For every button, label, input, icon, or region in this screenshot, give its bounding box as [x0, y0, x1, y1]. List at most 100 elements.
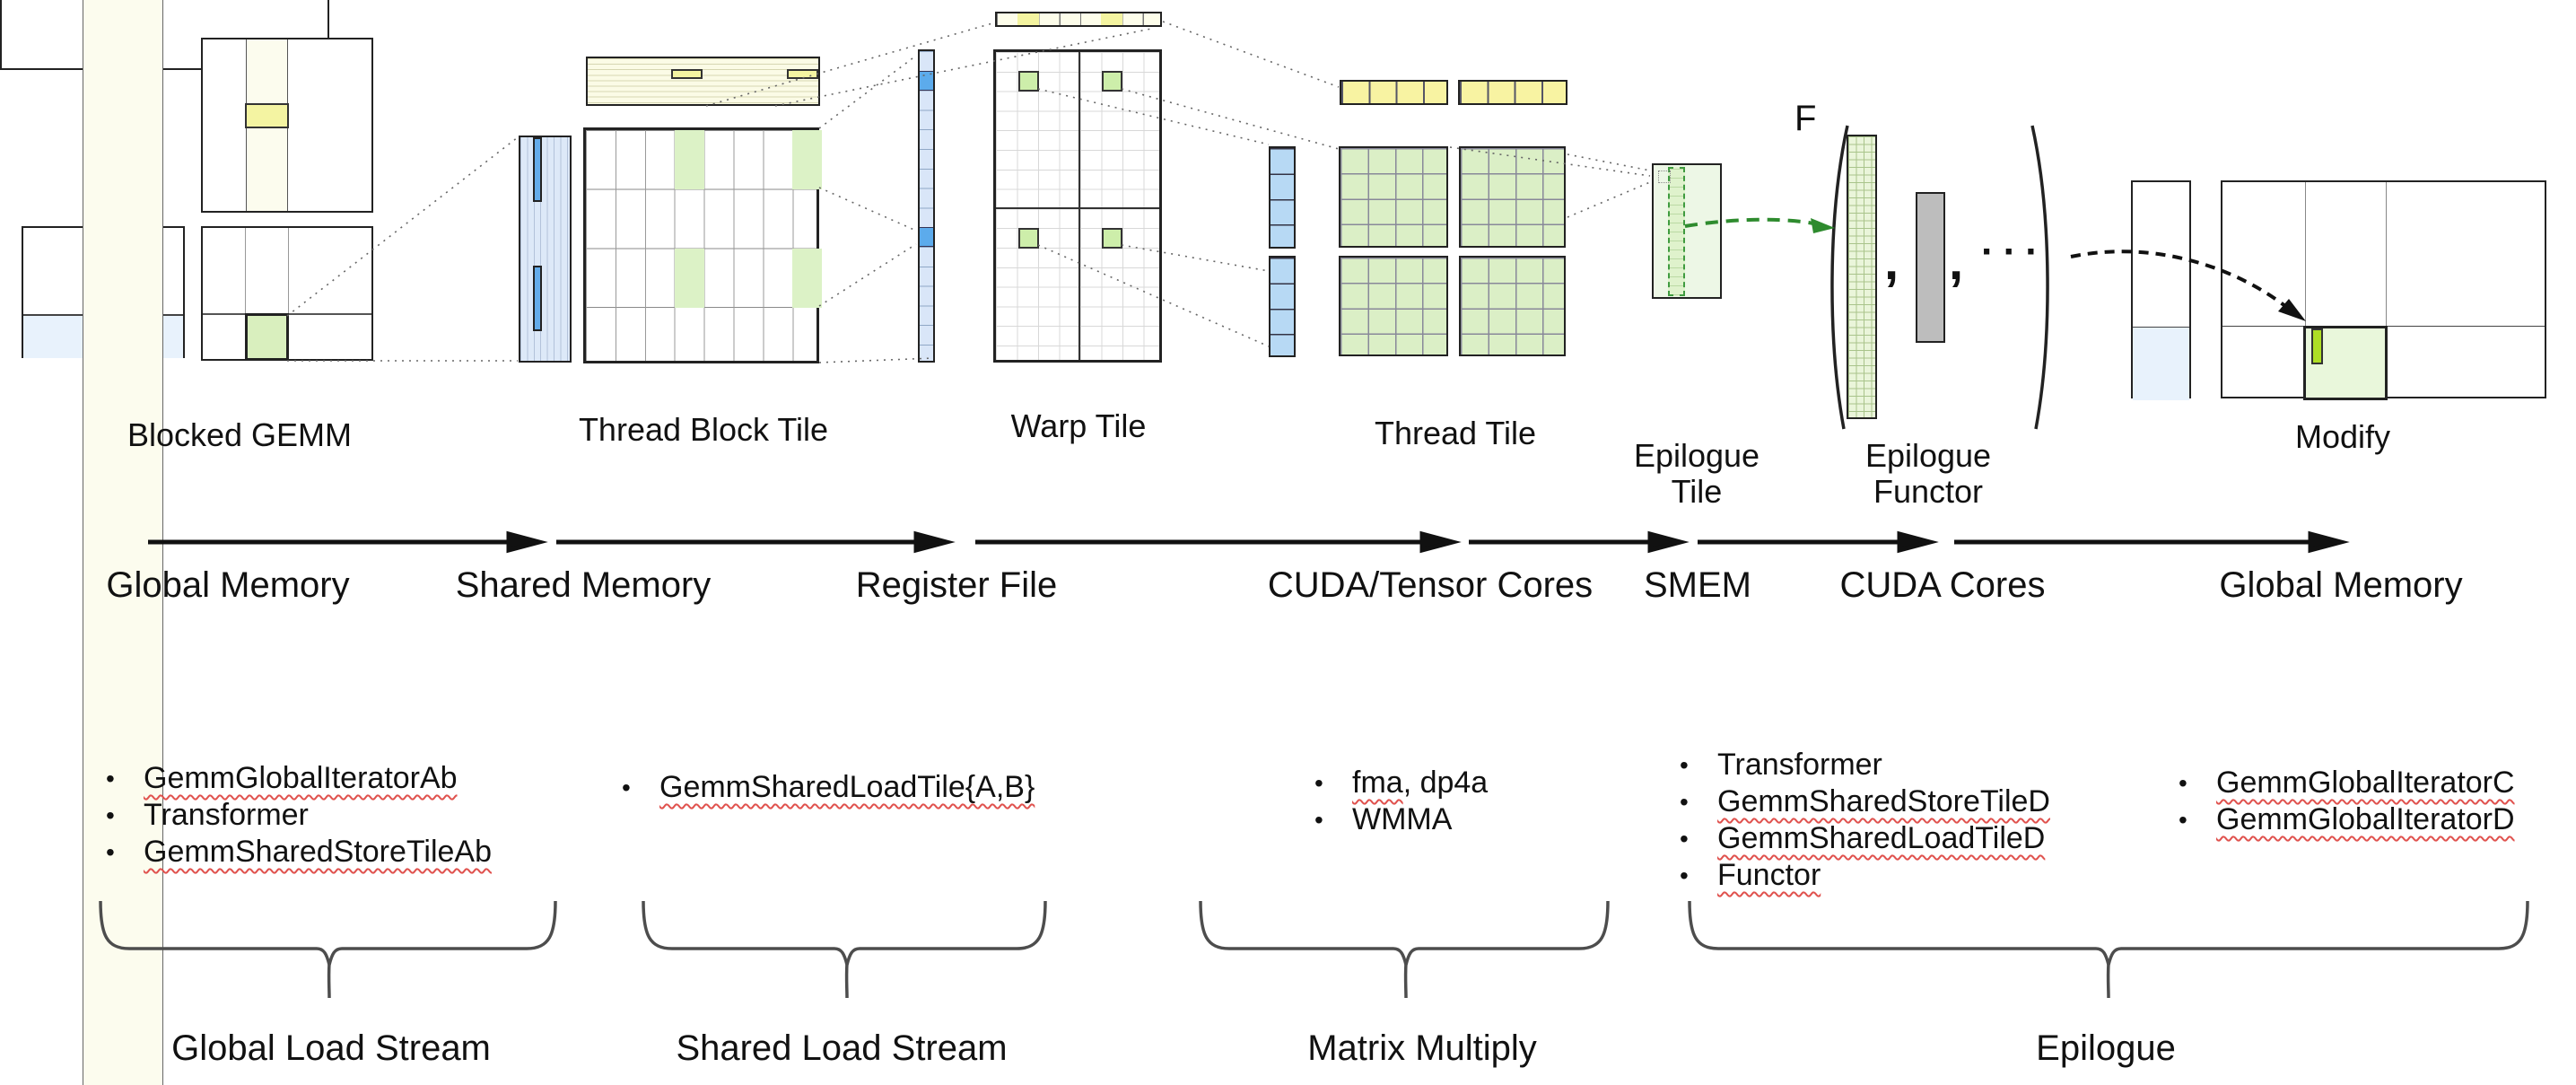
b-matrix-highlight-cell: [245, 103, 289, 128]
epilogue-output-list: • GemmGlobalIteratorC • GemmGlobalIterat…: [2179, 765, 2515, 838]
accumulator-column: [675, 249, 704, 308]
warp-tile-grid: [993, 49, 1162, 363]
bullet-icon: •: [1680, 824, 1689, 853]
bullet-icon: •: [106, 801, 115, 829]
thread-b-fragment-strip: [1340, 80, 1448, 105]
list-item: • WMMA: [1314, 801, 1488, 838]
label-line: Functor: [1873, 473, 1984, 510]
label-epilogue-tile: Epilogue Tile: [1634, 438, 1760, 510]
thread-block-tile-grid: [583, 127, 822, 363]
stage-global-memory-out: Global Memory: [2219, 565, 2463, 605]
stage-smem: SMEM: [1644, 565, 1751, 605]
shared-load-stream-list: • GemmSharedLoadTile{A,B}: [622, 769, 1035, 806]
list-item-text: Functor: [1717, 858, 1821, 892]
list-item: • fma, dp4a: [1314, 765, 1488, 801]
epilogue-tile-box: [1652, 163, 1722, 299]
stage-register-file: Register File: [855, 565, 1058, 605]
register-fragment: [920, 71, 933, 91]
b-fragment-cell: [1017, 13, 1039, 25]
list-item-text: GemmSharedStoreTileD: [1717, 784, 2050, 818]
global-load-stream-list: • GemmGlobalIteratorAb • Transformer • G…: [106, 760, 492, 871]
label-thread-tile: Thread Tile: [1374, 415, 1537, 451]
label-warp-tile: Warp Tile: [1010, 407, 1147, 444]
thread-a-fragment-stack: [1269, 146, 1296, 249]
group-global-load-stream: Global Load Stream: [171, 1028, 491, 1068]
blocked-gemm-c-matrix: [201, 226, 373, 361]
bullet-icon: •: [622, 773, 631, 801]
grid-line: [2386, 182, 2387, 397]
bullet-icon: •: [1314, 805, 1323, 834]
a-fragment-bar: [533, 266, 542, 331]
list-item-text: GemmGlobalIteratorD: [2216, 802, 2515, 836]
list-item-text: fma, dp4a: [1352, 766, 1488, 801]
c-matrix-threadblock-cell: [245, 313, 289, 361]
label-epilogue-functor: Epilogue Functor: [1865, 438, 1991, 510]
list-item-text: Transformer: [144, 798, 309, 832]
shared-memory-a-strip: [519, 136, 572, 363]
b-matrix-highlight-column: [83, 0, 163, 1085]
bullet-icon: •: [106, 837, 115, 866]
thread-tile-accumulator-grid: [1459, 256, 1566, 356]
register-fragment: [920, 227, 933, 247]
modified-column-bar: [2311, 328, 2323, 364]
comma-separator: ,: [1884, 232, 1899, 291]
list-item-text: fma: [1352, 766, 1403, 800]
group-shared-load-stream: Shared Load Stream: [676, 1028, 1008, 1068]
functor-source-bar: [1916, 192, 1945, 343]
list-item: • GemmSharedStoreTileAb: [106, 834, 492, 871]
label-modify: Modify: [2294, 418, 2391, 455]
b-fragment-cell: [1101, 13, 1122, 25]
b-fragment-box: [671, 69, 703, 79]
accumulator-column: [792, 130, 822, 189]
thread-cell: [1018, 228, 1039, 249]
bullet-icon: •: [2179, 768, 2187, 797]
epilogue-list: • Transformer • GemmSharedStoreTileD • G…: [1680, 747, 2050, 894]
ellipsis: ···: [1981, 230, 2048, 274]
label-thread-block-tile: Thread Block Tile: [578, 411, 829, 448]
modify-c-matrix: [2221, 180, 2546, 400]
pipeline-arrows: [148, 530, 2350, 554]
group-epilogue: Epilogue: [2036, 1028, 2176, 1068]
label-line: Tile: [1671, 473, 1723, 510]
list-item: • GemmSharedLoadTileD: [1680, 820, 2050, 857]
quadrant-divider: [1078, 52, 1080, 360]
bullet-icon: •: [1680, 750, 1689, 779]
label-line: Epilogue: [1633, 437, 1760, 474]
stage-shared-memory: Shared Memory: [455, 565, 712, 605]
b-fragment-box: [787, 69, 818, 79]
list-item: • Functor: [1680, 857, 2050, 894]
stage-cuda-tensor-cores: CUDA/Tensor Cores: [1267, 565, 1594, 605]
functor-accumulator-strip: [1847, 135, 1877, 419]
comma-separator: ,: [1949, 232, 1964, 291]
thread-b-fragment-strip: [1458, 80, 1567, 105]
epilogue-dotted-square: [1658, 171, 1671, 183]
list-item: • Transformer: [106, 797, 492, 834]
grid-line: [245, 228, 246, 359]
thread-tile-accumulator-grid: [1459, 146, 1566, 248]
stage-global-memory: Global Memory: [106, 565, 350, 605]
register-file-strip: [918, 49, 935, 363]
list-item-text: WMMA: [1352, 802, 1453, 836]
thread-cell: [1018, 71, 1039, 92]
bullet-icon: •: [106, 764, 115, 792]
thread-tile-accumulator-grid: [1339, 146, 1448, 248]
bullet-icon: •: [1314, 768, 1323, 797]
list-item: • GemmGlobalIteratorD: [2179, 801, 2515, 838]
list-item-text: Transformer: [1717, 748, 1882, 782]
stream-braces: [99, 900, 2529, 999]
list-item: • GemmGlobalIteratorC: [2179, 765, 2515, 801]
list-item-text: GemmGlobalIteratorC: [2216, 766, 2515, 800]
grid-line: [2305, 182, 2306, 397]
functor-f-symbol: F: [1794, 99, 1817, 138]
stage-cuda-cores: CUDA Cores: [1839, 565, 2046, 605]
thread-cell: [1102, 228, 1122, 249]
list-item-text: GemmSharedLoadTileD: [1717, 821, 2046, 855]
a-matrix-highlight-row: [2133, 327, 2189, 400]
blocked-gemm-b-matrix: [201, 38, 373, 213]
list-item-text: GemmGlobalIteratorAb: [144, 761, 458, 795]
bullet-icon: •: [1680, 861, 1689, 889]
list-item: • GemmGlobalIteratorAb: [106, 760, 492, 797]
bullet-icon: •: [1680, 787, 1689, 816]
shared-memory-b-strip: [586, 57, 820, 106]
accumulator-column: [792, 249, 822, 308]
